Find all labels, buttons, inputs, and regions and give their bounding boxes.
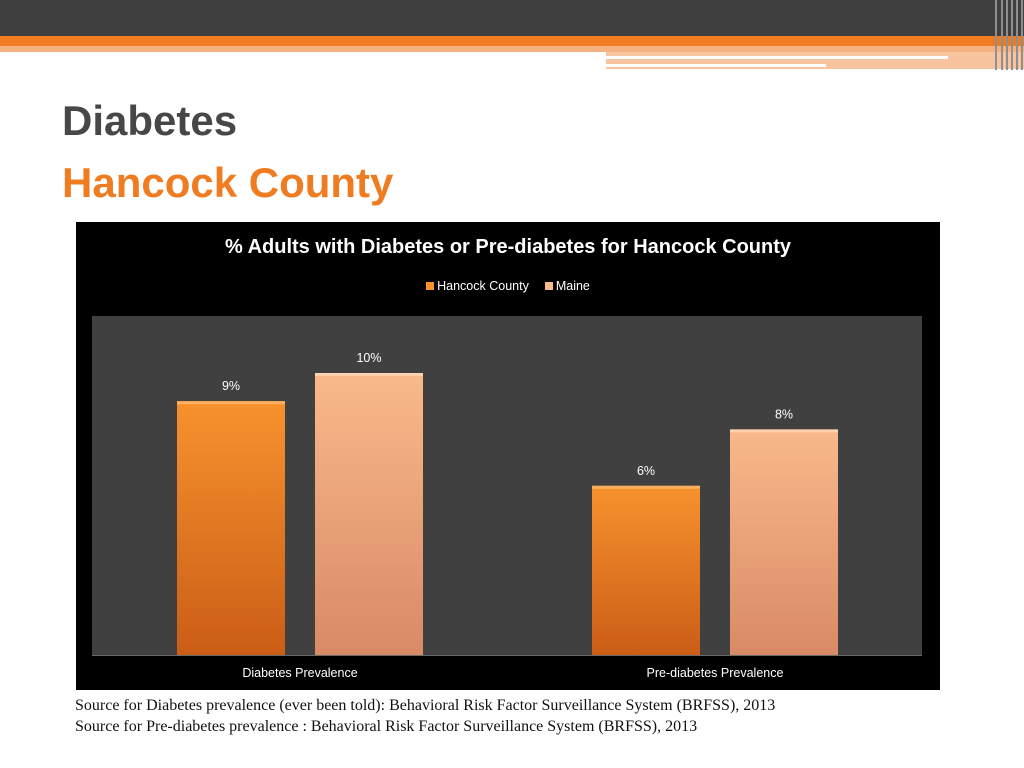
slide-subtitle: Hancock County xyxy=(62,159,394,206)
top-banner-line xyxy=(606,56,948,59)
bar-maine-diabetes xyxy=(315,373,423,655)
top-banner-peach xyxy=(0,46,1024,52)
top-banner-orange xyxy=(0,36,1024,46)
legend-label-hancock: Hancock County xyxy=(437,279,529,293)
chart-legend: Hancock County Maine xyxy=(0,279,1016,293)
bar-hancock-diabetes xyxy=(177,401,285,655)
source-note-diabetes: Source for Diabetes prevalence (ever bee… xyxy=(75,697,776,714)
legend-label-maine: Maine xyxy=(555,279,590,293)
data-label-hancock-prediabetes: 6% xyxy=(637,464,655,478)
bar-top-highlight xyxy=(315,373,423,376)
bar-maine-prediabetes xyxy=(730,429,838,655)
bar-top-highlight xyxy=(730,429,838,433)
slide-title: Diabetes xyxy=(62,97,238,144)
bar-top-highlight xyxy=(592,485,700,489)
bar-top-highlight xyxy=(177,401,285,405)
category-label-diabetes: Diabetes Prevalence xyxy=(242,666,358,680)
category-label-prediabetes: Pre-diabetes Prevalence xyxy=(646,666,784,680)
legend-item-maine: Maine xyxy=(544,279,590,293)
legend-item-hancock: Hancock County xyxy=(426,279,529,293)
top-banner-dark xyxy=(0,0,1024,36)
source-note-prediabetes: Source for Pre-diabetes prevalence : Beh… xyxy=(75,718,698,735)
legend-swatch-hancock xyxy=(426,282,435,290)
data-label-maine-prediabetes: 8% xyxy=(775,407,793,421)
data-label-hancock-diabetes: 9% xyxy=(222,379,240,393)
data-label-maine-diabetes: 10% xyxy=(356,351,381,365)
corner-stripes xyxy=(993,0,1024,70)
chart-title: % Adults with Diabetes or Pre-diabetes f… xyxy=(224,236,792,258)
bar-hancock-prediabetes xyxy=(592,485,700,655)
top-banner-line xyxy=(606,64,826,67)
legend-swatch-maine xyxy=(544,282,553,290)
